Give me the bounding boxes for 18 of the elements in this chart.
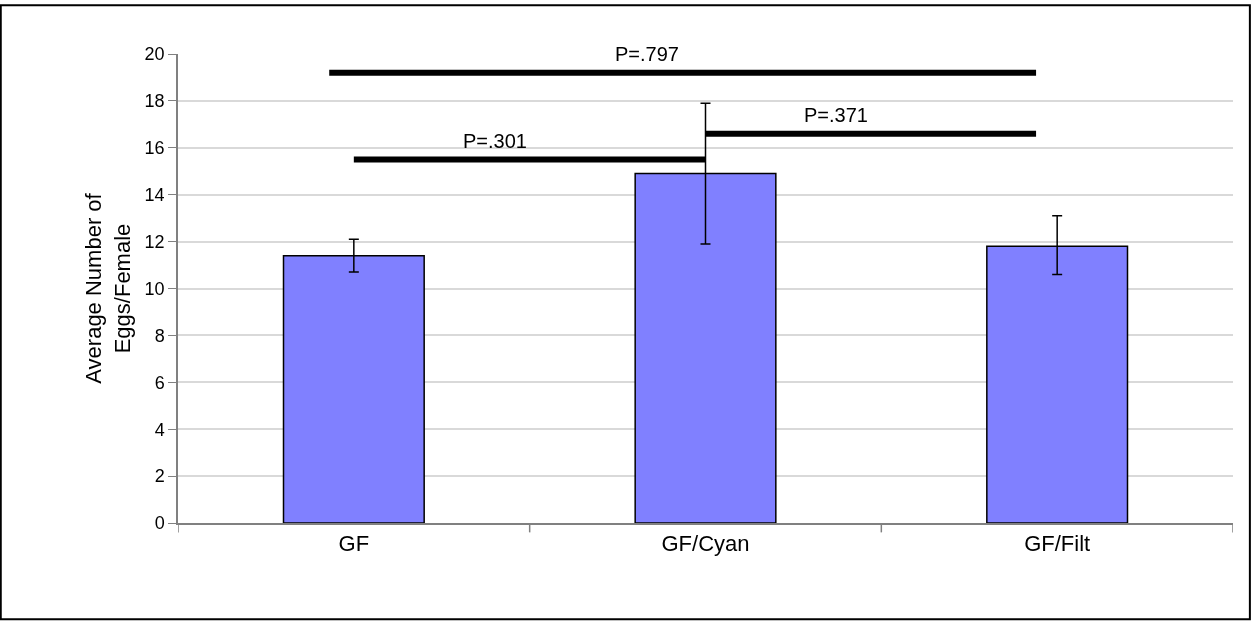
annotation: P=.371 — [804, 104, 868, 126]
y-tick-label: 10 — [144, 278, 165, 299]
y-tick-label: 14 — [144, 185, 165, 205]
annotation: P=.797 — [615, 43, 679, 65]
x-tick-label: GF — [338, 531, 370, 557]
y-tick-label: 6 — [154, 372, 165, 393]
x-tick-label: GF/Filt — [1024, 531, 1091, 557]
y-axis-title: Average Number of Eggs/Female — [81, 192, 135, 384]
y-tick-label: 4 — [154, 419, 165, 440]
y-tick-label: 0 — [154, 513, 165, 534]
y-tick-label: 18 — [144, 91, 165, 112]
y-tick-label: 2 — [154, 466, 165, 487]
y-tick-label: 8 — [154, 325, 165, 346]
annotation: P=.301 — [463, 130, 527, 152]
y-tick-label: 16 — [144, 138, 165, 159]
y-tick-label: 20 — [144, 44, 165, 65]
x-tick-label: GF/Cyan — [661, 531, 750, 557]
y-tick-label: 12 — [144, 231, 165, 252]
